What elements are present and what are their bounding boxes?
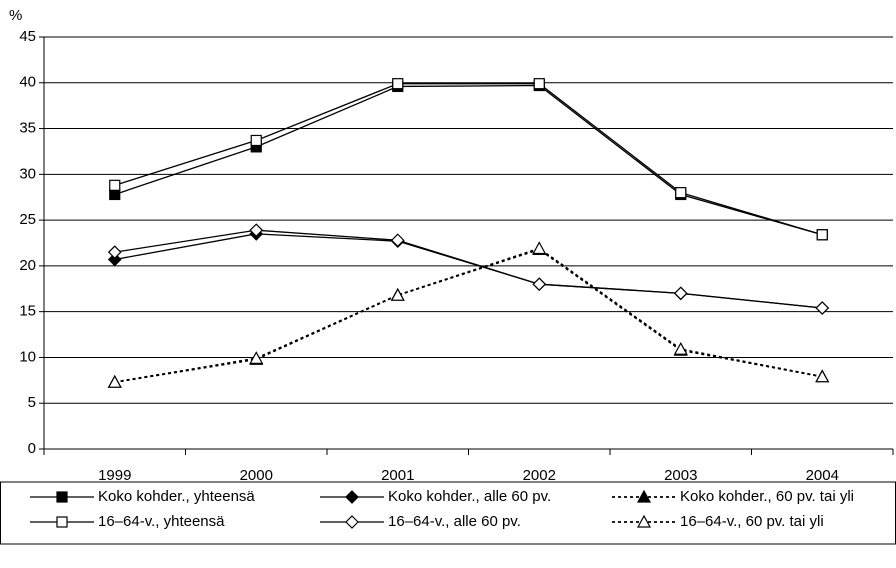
series-line [114, 84, 823, 236]
x-tick-label: 2002 [523, 467, 556, 484]
y-tick-label: 35 [19, 120, 36, 137]
y-tick-label: 10 [19, 348, 36, 365]
marker [673, 286, 688, 301]
marker [636, 489, 652, 503]
marker [345, 515, 359, 529]
legend-label: 16–64-v., yhteensä [98, 513, 225, 530]
marker [673, 341, 688, 355]
legend-label: Koko kohder., yhteensä [98, 488, 255, 505]
x-tick-label: 1999 [98, 467, 131, 484]
legend-label: 16–64-v., alle 60 pv. [388, 513, 521, 530]
marker [390, 287, 405, 301]
y-tick-label: 0 [28, 440, 36, 457]
marker [250, 134, 262, 147]
legend-label: 16–64-v., 60 pv. tai yli [680, 513, 824, 530]
marker [345, 490, 359, 504]
marker [532, 277, 547, 292]
series-line [114, 248, 823, 384]
marker [392, 78, 404, 90]
y-tick-label: 45 [19, 28, 36, 45]
marker [109, 179, 121, 191]
y-tick-label: 30 [19, 165, 36, 182]
marker [636, 514, 652, 528]
marker [56, 516, 68, 528]
marker [390, 233, 405, 248]
marker [816, 229, 828, 241]
marker [109, 188, 121, 201]
y-tick-label: 40 [19, 74, 36, 91]
marker [249, 351, 264, 364]
marker [249, 223, 264, 238]
y-tick-label: 25 [19, 211, 36, 228]
marker [675, 187, 687, 199]
series-line [114, 247, 823, 384]
marker [107, 245, 122, 260]
marker [107, 252, 122, 267]
y-tick-label: 15 [19, 303, 36, 320]
marker [815, 369, 830, 383]
y-tick-label: 20 [19, 257, 36, 274]
marker [107, 374, 122, 388]
x-tick-label: 2003 [664, 467, 697, 484]
marker [533, 78, 545, 90]
series-line [114, 83, 823, 236]
marker [532, 241, 547, 255]
x-tick-label: 2001 [381, 467, 414, 484]
x-tick-label: 2000 [240, 467, 273, 484]
marker [815, 301, 830, 315]
x-tick-label: 2004 [806, 467, 839, 484]
legend-label: Koko kohder., 60 pv. tai yli [680, 488, 854, 505]
legend-label: Koko kohder., alle 60 pv. [388, 488, 551, 505]
series-line [114, 229, 823, 309]
marker [56, 491, 68, 503]
y-tick-label: 5 [28, 394, 36, 411]
y-axis-label: % [9, 7, 22, 24]
